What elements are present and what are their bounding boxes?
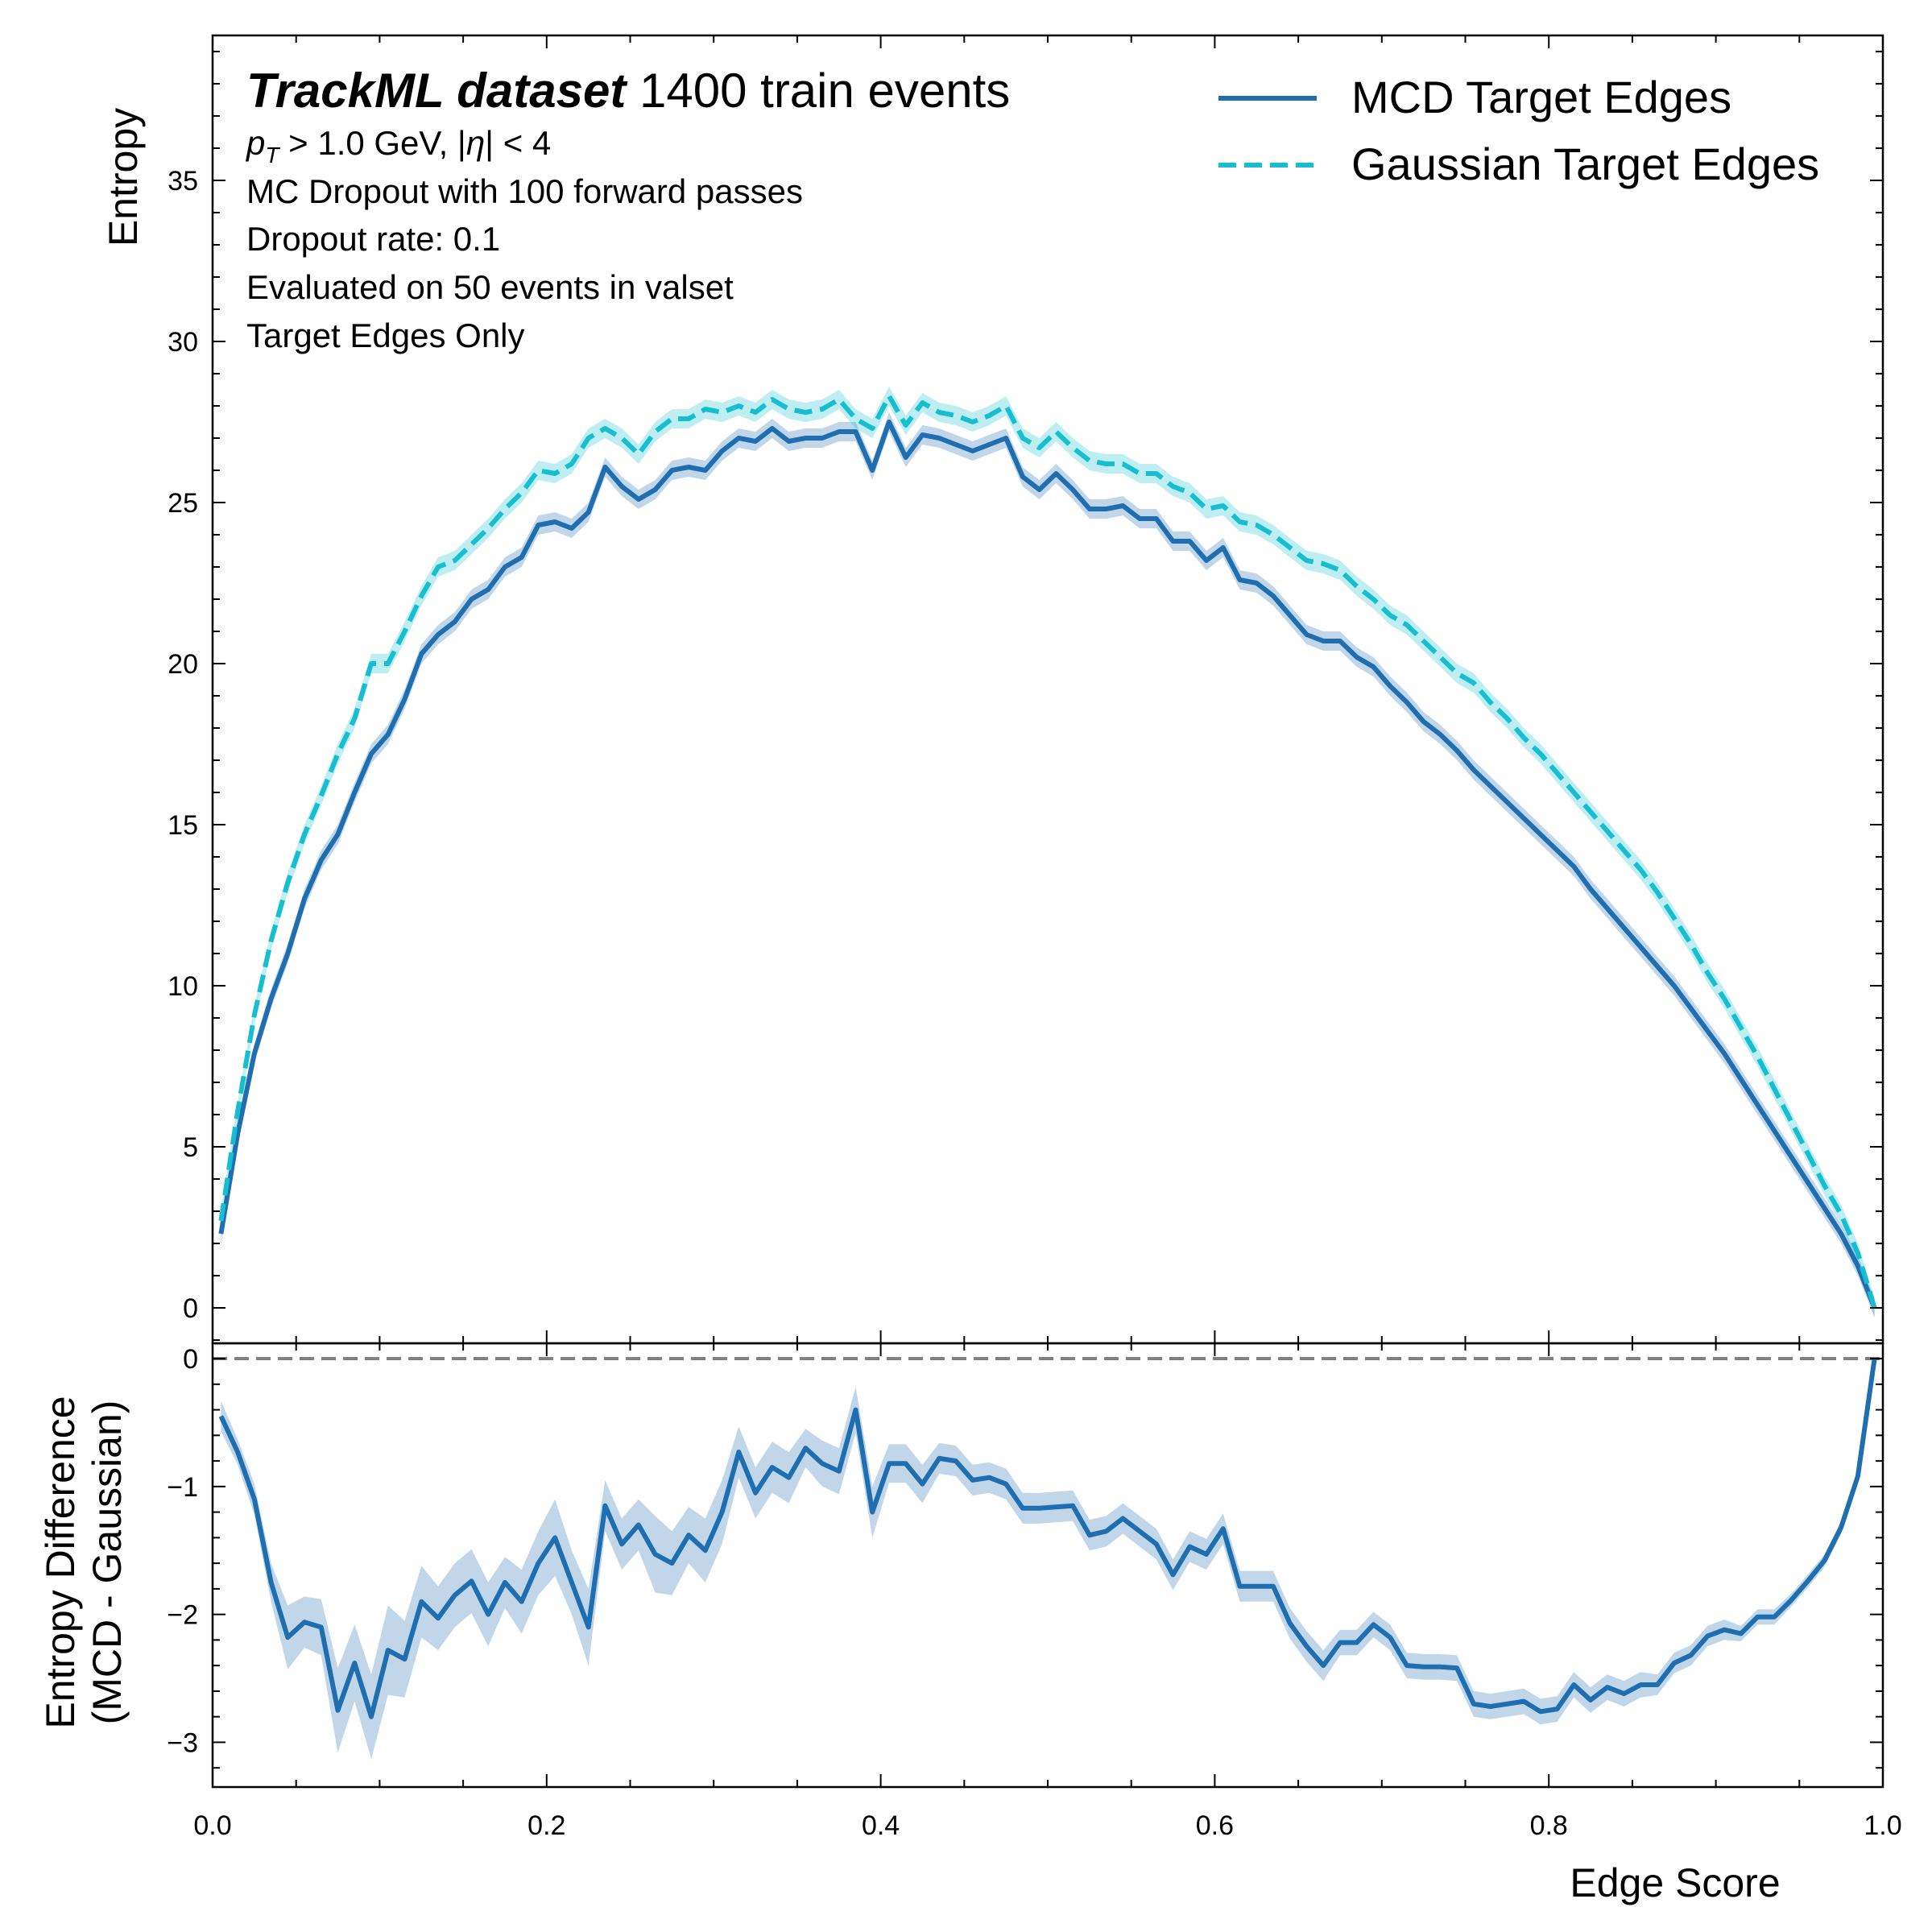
series-line-gaussian — [218, 394, 1877, 1309]
bottom-y-tick-label: −2 — [167, 1600, 198, 1631]
info-line-dropout-rate: Dropout rate: 0.1 — [246, 220, 500, 258]
bottom-y-tick-label: −3 — [167, 1727, 198, 1758]
x-tick-label: 0.2 — [527, 1810, 565, 1841]
top-y-tick-label: 20 — [168, 649, 198, 680]
entropy-panel: 0 5 10 15 20 25 30 35 Entropy TrackML dataset 1… — [101, 34, 1884, 1345]
train-events: 1400 train events — [626, 64, 1010, 118]
bottom-y-tick-label: −1 — [167, 1472, 198, 1503]
bottom-y-axis-title-line2: (MCD - Gaussian) — [85, 1400, 130, 1725]
top-y-tick-label: 25 — [168, 488, 198, 519]
top-y-tick-label: 35 — [168, 166, 198, 197]
bottom-y-tick-label: 0 — [183, 1344, 198, 1375]
top-y-tick-label: 10 — [168, 971, 198, 1002]
top-y-tick-label: 30 — [168, 327, 198, 358]
top-axis-ticks: 0 5 10 15 20 25 30 35 — [168, 35, 1884, 1343]
dataset-name: TrackML dataset — [246, 64, 628, 118]
header-line: TrackML dataset 1400 train events — [246, 64, 1010, 118]
legend-label-mcd: MCD Target Edges — [1351, 72, 1731, 122]
difference-panel: 0.0 0.2 0.4 0.6 0.8 1.0 0 −1 −2 −3 Edge Score Ent… — [38, 1342, 1902, 1905]
legend-label-gaussian: Gaussian Target Edges — [1351, 139, 1819, 189]
legend: MCD Target Edges Gaussian Target Edges — [1218, 72, 1819, 189]
info-line-mc-dropout: MC Dropout with 100 forward passes — [246, 172, 803, 210]
bottom-uncertainty-band — [221, 1355, 1875, 1760]
top-series-lines — [218, 394, 1877, 1309]
series-line-mcd — [218, 420, 1877, 1309]
series-line-difference — [218, 1358, 1877, 1719]
bottom-axis-ticks: 0.0 0.2 0.4 0.6 0.8 1.0 0 −1 −2 −3 — [167, 1343, 1902, 1841]
top-y-tick-label: 0 — [183, 1293, 198, 1324]
x-tick-label: 0.6 — [1196, 1810, 1234, 1841]
top-y-tick-label: 15 — [168, 810, 198, 841]
top-y-tick-label: 5 — [183, 1132, 198, 1163]
bottom-series-line — [218, 1358, 1877, 1719]
bottom-y-axis-title-line1: Entropy Difference — [38, 1396, 83, 1728]
info-line-cuts: pT > 1.0 GeV, |η| < 4 — [245, 124, 551, 168]
info-line-target-edges: Target Edges Only — [246, 316, 525, 354]
x-axis-title: Edge Score — [1570, 1860, 1780, 1905]
x-tick-label: 0.0 — [193, 1810, 231, 1841]
x-tick-label: 1.0 — [1864, 1810, 1901, 1841]
band-difference — [221, 1355, 1875, 1760]
top-y-axis-title: Entropy — [101, 108, 146, 246]
info-line-evaluated: Evaluated on 50 events in valset — [246, 268, 734, 306]
x-tick-label: 0.8 — [1530, 1810, 1568, 1841]
x-tick-label: 0.4 — [862, 1810, 900, 1841]
